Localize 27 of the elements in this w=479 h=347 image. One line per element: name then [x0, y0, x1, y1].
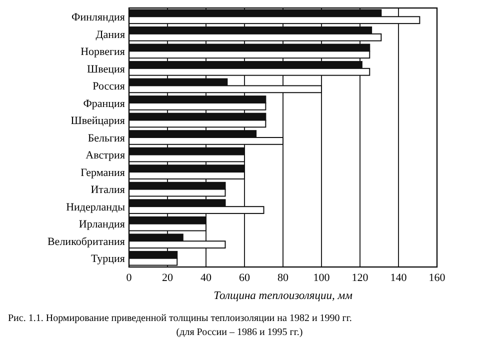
y-tick-label: Австрия — [86, 150, 125, 162]
x-tick-label: 80 — [278, 272, 289, 284]
x-tick-label: 40 — [200, 272, 212, 284]
x-tick-label: 60 — [239, 272, 250, 284]
y-tick-label: Ирландия — [78, 218, 125, 231]
y-tick-label: Дания — [96, 28, 125, 41]
x-tick-label: 140 — [390, 272, 408, 284]
x-tick-label: 20 — [162, 272, 174, 284]
y-tick-label: Германия — [80, 166, 125, 179]
y-tick-label: Великобритания — [47, 236, 125, 248]
y-tick-label: Турция — [90, 253, 125, 266]
y-tick-label: Италия — [90, 184, 125, 196]
x-tick-label: 0 — [126, 272, 132, 284]
y-tick-label: Норвегия — [80, 46, 125, 58]
y-tick-label: Финляндия — [72, 11, 125, 24]
y-tick-label: Франция — [83, 98, 125, 110]
x-axis-title: Толщина теплоизоляции, мм — [214, 290, 354, 302]
text: Рис. 1.1. Нормирование приведенной толщины теплоизоляции на 1982 и 1990 гг. — [8, 313, 352, 324]
y-tick-label: Швеция — [87, 63, 125, 76]
y-tick-label: Россия — [92, 80, 125, 93]
y-tick-label: Бельгия — [88, 132, 125, 144]
y-tick-label: Нидерланды — [66, 201, 126, 214]
y-tick-label: Швейцария — [70, 115, 125, 128]
text: (для России – 1986 и 1995 гг.) — [176, 327, 303, 338]
x-tick-label: 120 — [352, 272, 369, 284]
x-tick-label: 100 — [313, 272, 330, 284]
x-tick-label: 160 — [428, 272, 446, 284]
